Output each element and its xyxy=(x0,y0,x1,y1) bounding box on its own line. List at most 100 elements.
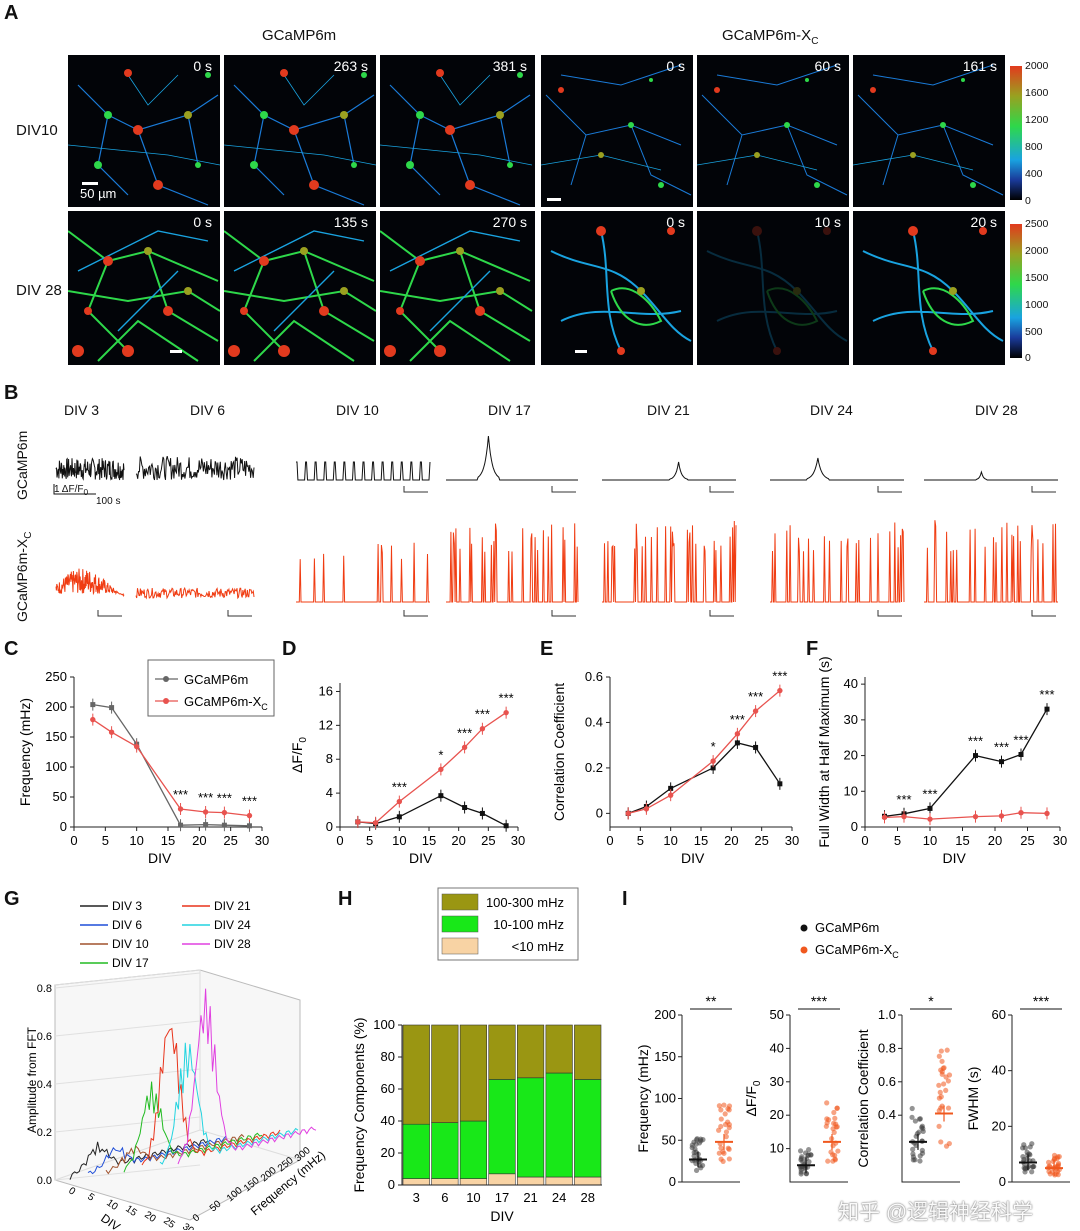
series-line-0 xyxy=(357,794,507,827)
time-label: 263 s xyxy=(333,58,368,74)
colorbar-1 xyxy=(1010,66,1022,200)
div-tick-label: 15 xyxy=(123,1203,139,1219)
scatter-point xyxy=(716,1103,722,1109)
y-tick-label: 0.6 xyxy=(878,1074,896,1089)
scatter-point xyxy=(832,1115,838,1121)
panel-label-h: H xyxy=(338,888,353,910)
y-tick-label: 40 xyxy=(381,1113,395,1128)
colorbar-1-tick: 0 xyxy=(1025,195,1031,207)
bar-segment-2 xyxy=(545,1024,573,1074)
trace-gcamp6m-div-2 xyxy=(296,461,431,481)
panel-label-b: B xyxy=(4,382,19,404)
legend-label-sub: C xyxy=(892,950,899,960)
significance-label: *** xyxy=(1033,993,1050,1009)
colorbar-1-tick: 800 xyxy=(1025,141,1043,153)
neuron-image xyxy=(380,230,533,362)
x-tick-label: 10 xyxy=(663,833,677,848)
data-point xyxy=(1018,752,1024,757)
data-point xyxy=(108,729,115,735)
trace-scale-bar xyxy=(551,486,576,493)
trace-div-label: DIV 28 xyxy=(975,402,1018,418)
y-tick-label: 250 xyxy=(45,669,67,684)
neuron-image xyxy=(697,64,848,196)
legend-label-sub: C xyxy=(261,702,268,712)
x-tick-label: 0 xyxy=(70,833,77,848)
chart-correlation-vs-div: 0 5 10 15 20 25 30 0 0.2 0.4 0.6 DIV Correlation Coe… xyxy=(551,669,799,866)
data-point xyxy=(246,812,253,819)
scatter-point xyxy=(1029,1141,1035,1147)
scatter-point xyxy=(936,1082,942,1088)
significance-label: *** xyxy=(392,780,407,795)
axes xyxy=(901,1015,960,1183)
data-point xyxy=(372,820,379,826)
data-point xyxy=(734,740,740,746)
significance-label: * xyxy=(711,739,716,754)
scatter-point xyxy=(945,1105,952,1111)
axes xyxy=(339,683,518,828)
z-tick-label: 0.0 xyxy=(37,1175,52,1187)
y-tick-label: 0.2 xyxy=(585,760,603,775)
scatter-point xyxy=(718,1107,724,1113)
x-axis-label: DIV xyxy=(943,850,967,866)
scatter-point xyxy=(718,1116,724,1122)
time-label: 0 s xyxy=(193,58,212,74)
z-gridline xyxy=(54,1116,201,1133)
axes xyxy=(789,1015,848,1183)
div-tick-label: 25 xyxy=(161,1215,177,1230)
x-tick-label: 21 xyxy=(523,1190,537,1205)
scatter-point xyxy=(824,1116,830,1122)
scatter-point xyxy=(718,1156,724,1162)
significance-label: *** xyxy=(994,740,1009,755)
y-tick-label: 0 xyxy=(669,1174,676,1189)
z-tick-label: 0.6 xyxy=(37,1031,52,1043)
y-tick-label: 10 xyxy=(770,1141,784,1156)
data-point xyxy=(927,816,933,822)
data-point xyxy=(462,805,468,811)
freq-tick-label: 0 xyxy=(191,1212,203,1224)
fft-spectrum-5 xyxy=(159,1042,299,1165)
neuron-image xyxy=(853,64,1004,196)
scatter-point xyxy=(946,1140,952,1147)
z-gridline xyxy=(54,1068,201,1085)
time-label: 20 s xyxy=(970,214,997,230)
colorbar-1-tick: 2000 xyxy=(1025,60,1049,72)
scatter-point xyxy=(1022,1166,1028,1172)
data-point xyxy=(927,805,933,811)
panel-a-row-label-div10: DIV10 xyxy=(16,122,58,139)
x-tick-label: 30 xyxy=(511,833,525,848)
data-point xyxy=(479,810,485,816)
trace-xc-div-4 xyxy=(602,520,737,603)
scatter-point xyxy=(834,1124,840,1130)
data-point xyxy=(438,793,444,799)
time-label: 60 s xyxy=(814,58,841,74)
y-tick-label: 60 xyxy=(381,1081,395,1096)
x-tick-label: 24 xyxy=(552,1190,566,1205)
colorbar-1-tick: 1600 xyxy=(1025,87,1049,99)
x-axis-label: DIV xyxy=(148,850,172,866)
y-tick-label: 50 xyxy=(662,1132,676,1147)
micrograph-xc-div28-t2: 20 s xyxy=(853,211,1005,365)
micrograph-gcamp6m-div10-t0: 0 s 50 µm xyxy=(68,55,220,207)
y-tick-label: 40 xyxy=(844,676,858,691)
x-tick-label: 15 xyxy=(161,833,175,848)
bar-segment-0 xyxy=(516,1176,545,1186)
data-point xyxy=(998,813,1005,819)
x-tick-label: 20 xyxy=(192,833,206,848)
trace-scale-bar xyxy=(709,610,734,617)
trace-scale-bar xyxy=(1031,610,1056,617)
watermark: 知乎 @逻辑神经科学 xyxy=(838,1201,1034,1224)
x-tick-label: 30 xyxy=(785,833,799,848)
scatter-point xyxy=(722,1121,729,1128)
scatter-point xyxy=(723,1134,729,1140)
data-point xyxy=(90,716,96,723)
y-tick-label: 60 xyxy=(992,1007,1006,1022)
colorbar-1-tick: 400 xyxy=(1025,168,1043,180)
scatter-point xyxy=(808,1152,814,1158)
x-tick-label: 15 xyxy=(955,833,969,848)
scatter-point xyxy=(803,1171,810,1177)
scatter-point xyxy=(913,1142,919,1149)
y-tick-label: 200 xyxy=(45,699,67,714)
bar-segment-2 xyxy=(402,1024,430,1125)
y-tick-label: 30 xyxy=(844,712,858,727)
